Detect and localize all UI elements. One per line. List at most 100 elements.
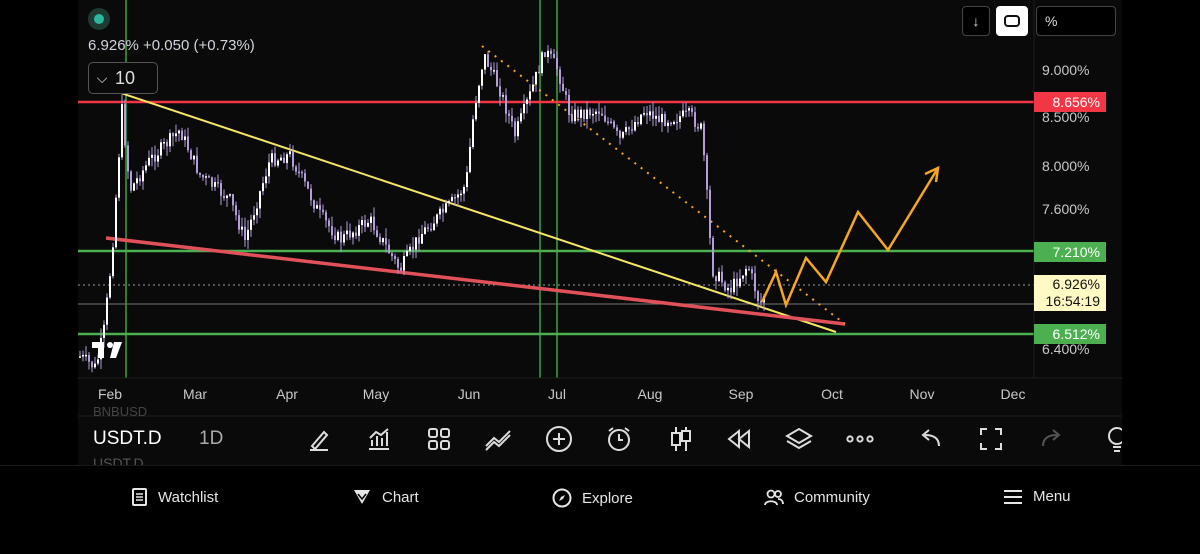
undo-button[interactable] bbox=[915, 424, 945, 454]
candle-body bbox=[649, 111, 651, 116]
quote-line: 6.926% +0.050 (+0.73%) bbox=[88, 37, 255, 54]
candle-body bbox=[673, 121, 675, 125]
candle-body bbox=[376, 230, 378, 237]
candle-body bbox=[493, 70, 495, 72]
candle-body bbox=[136, 178, 138, 184]
compare-button[interactable] bbox=[484, 424, 514, 454]
more-icon bbox=[846, 435, 874, 443]
candle-body bbox=[469, 146, 471, 173]
candle-body bbox=[742, 275, 744, 279]
candle-body bbox=[568, 94, 570, 115]
candle-body bbox=[160, 142, 162, 156]
scroll-down-button[interactable]: ↓ bbox=[962, 6, 990, 36]
symbol-name[interactable]: USDT.D bbox=[93, 428, 162, 449]
candle-body bbox=[241, 226, 243, 230]
more-button[interactable] bbox=[845, 424, 875, 454]
projection-arrowhead bbox=[924, 165, 940, 183]
nav-menu[interactable]: Menu bbox=[1003, 488, 1071, 505]
add-button[interactable] bbox=[544, 424, 574, 454]
candle-body bbox=[286, 154, 288, 163]
support-price-tag: 6.512% bbox=[1034, 324, 1106, 344]
candle-body bbox=[409, 246, 411, 251]
auto-fit-icon bbox=[1004, 15, 1020, 27]
candle-body bbox=[346, 230, 348, 235]
tradingview-logo-mark bbox=[92, 342, 122, 358]
compass-icon bbox=[552, 488, 572, 508]
candle-body bbox=[517, 121, 519, 137]
candle-body bbox=[112, 247, 114, 277]
chart-toolbar bbox=[78, 418, 1122, 462]
candle-body bbox=[319, 205, 321, 210]
candle-body bbox=[127, 145, 129, 172]
candle-body bbox=[661, 114, 663, 123]
nav-watchlist[interactable]: Watchlist bbox=[132, 488, 218, 506]
candle-body bbox=[544, 52, 546, 57]
candle-body bbox=[604, 115, 606, 122]
nav-explore[interactable]: Explore bbox=[552, 488, 633, 508]
candle-body bbox=[562, 83, 564, 92]
candle-body bbox=[412, 246, 414, 250]
bottom-navigation: Watchlist Chart Explore Community Menu bbox=[0, 465, 1200, 554]
time-label: Jul bbox=[548, 386, 566, 402]
candle-body bbox=[481, 69, 483, 86]
candle-body bbox=[79, 356, 81, 358]
candle-body bbox=[460, 193, 462, 196]
candle-body bbox=[421, 233, 423, 244]
candle-body bbox=[220, 183, 222, 196]
candle-body bbox=[418, 237, 420, 244]
nav-chart[interactable]: Chart bbox=[352, 488, 419, 506]
alert-button[interactable] bbox=[604, 424, 634, 454]
nav-community[interactable]: Community bbox=[764, 488, 870, 506]
candle-body bbox=[616, 127, 618, 131]
chart-panel[interactable] bbox=[78, 0, 1122, 465]
candle-body bbox=[247, 229, 249, 240]
layouts-button[interactable] bbox=[424, 424, 454, 454]
candle-body bbox=[316, 205, 318, 209]
candle-body bbox=[532, 84, 534, 92]
hamburger-icon bbox=[1004, 489, 1022, 504]
candle-body bbox=[109, 276, 111, 298]
candle-body bbox=[721, 271, 723, 283]
ideas-button[interactable] bbox=[1104, 424, 1122, 454]
candle-body bbox=[466, 172, 468, 188]
candle-body bbox=[223, 195, 225, 199]
candle-body bbox=[337, 231, 339, 240]
candle-body bbox=[586, 109, 588, 119]
redo-button[interactable] bbox=[1037, 424, 1067, 454]
fullscreen-button[interactable] bbox=[976, 424, 1006, 454]
candle-body bbox=[382, 238, 384, 243]
candle-body bbox=[514, 121, 516, 137]
candle-body bbox=[352, 232, 354, 238]
candle-body bbox=[103, 324, 105, 338]
candle-body bbox=[700, 123, 702, 129]
candle-body bbox=[511, 115, 513, 122]
replay-button[interactable] bbox=[724, 424, 754, 454]
drawing-tool-button[interactable] bbox=[304, 424, 334, 454]
candle-body bbox=[580, 109, 582, 118]
chart-type-button[interactable] bbox=[666, 424, 696, 454]
object-tree-button[interactable] bbox=[784, 424, 814, 454]
percent-scale-button[interactable]: % bbox=[1036, 6, 1116, 36]
candle-body bbox=[178, 130, 180, 134]
timeframe-selector[interactable]: 1D bbox=[199, 428, 224, 449]
candle-body bbox=[301, 171, 303, 174]
candle-body bbox=[196, 155, 198, 173]
candle-body bbox=[199, 172, 201, 175]
fullscreen-icon bbox=[980, 428, 1002, 450]
candle-body bbox=[484, 54, 486, 70]
candle-body bbox=[307, 181, 309, 189]
layers-icon bbox=[785, 427, 813, 450]
time-label: Dec bbox=[1000, 386, 1026, 402]
candle-body bbox=[745, 268, 747, 276]
candle-body bbox=[238, 215, 240, 230]
interval-selector[interactable]: ⌵ 10 bbox=[88, 62, 158, 94]
candle-body bbox=[187, 136, 189, 151]
candle-body bbox=[739, 278, 741, 287]
indicators-button[interactable] bbox=[364, 424, 394, 454]
candle-body bbox=[208, 176, 210, 178]
candle-body bbox=[625, 127, 627, 132]
candle-body bbox=[598, 111, 600, 114]
price-label: 7.600% bbox=[1042, 201, 1090, 217]
auto-fit-button[interactable] bbox=[996, 6, 1028, 36]
